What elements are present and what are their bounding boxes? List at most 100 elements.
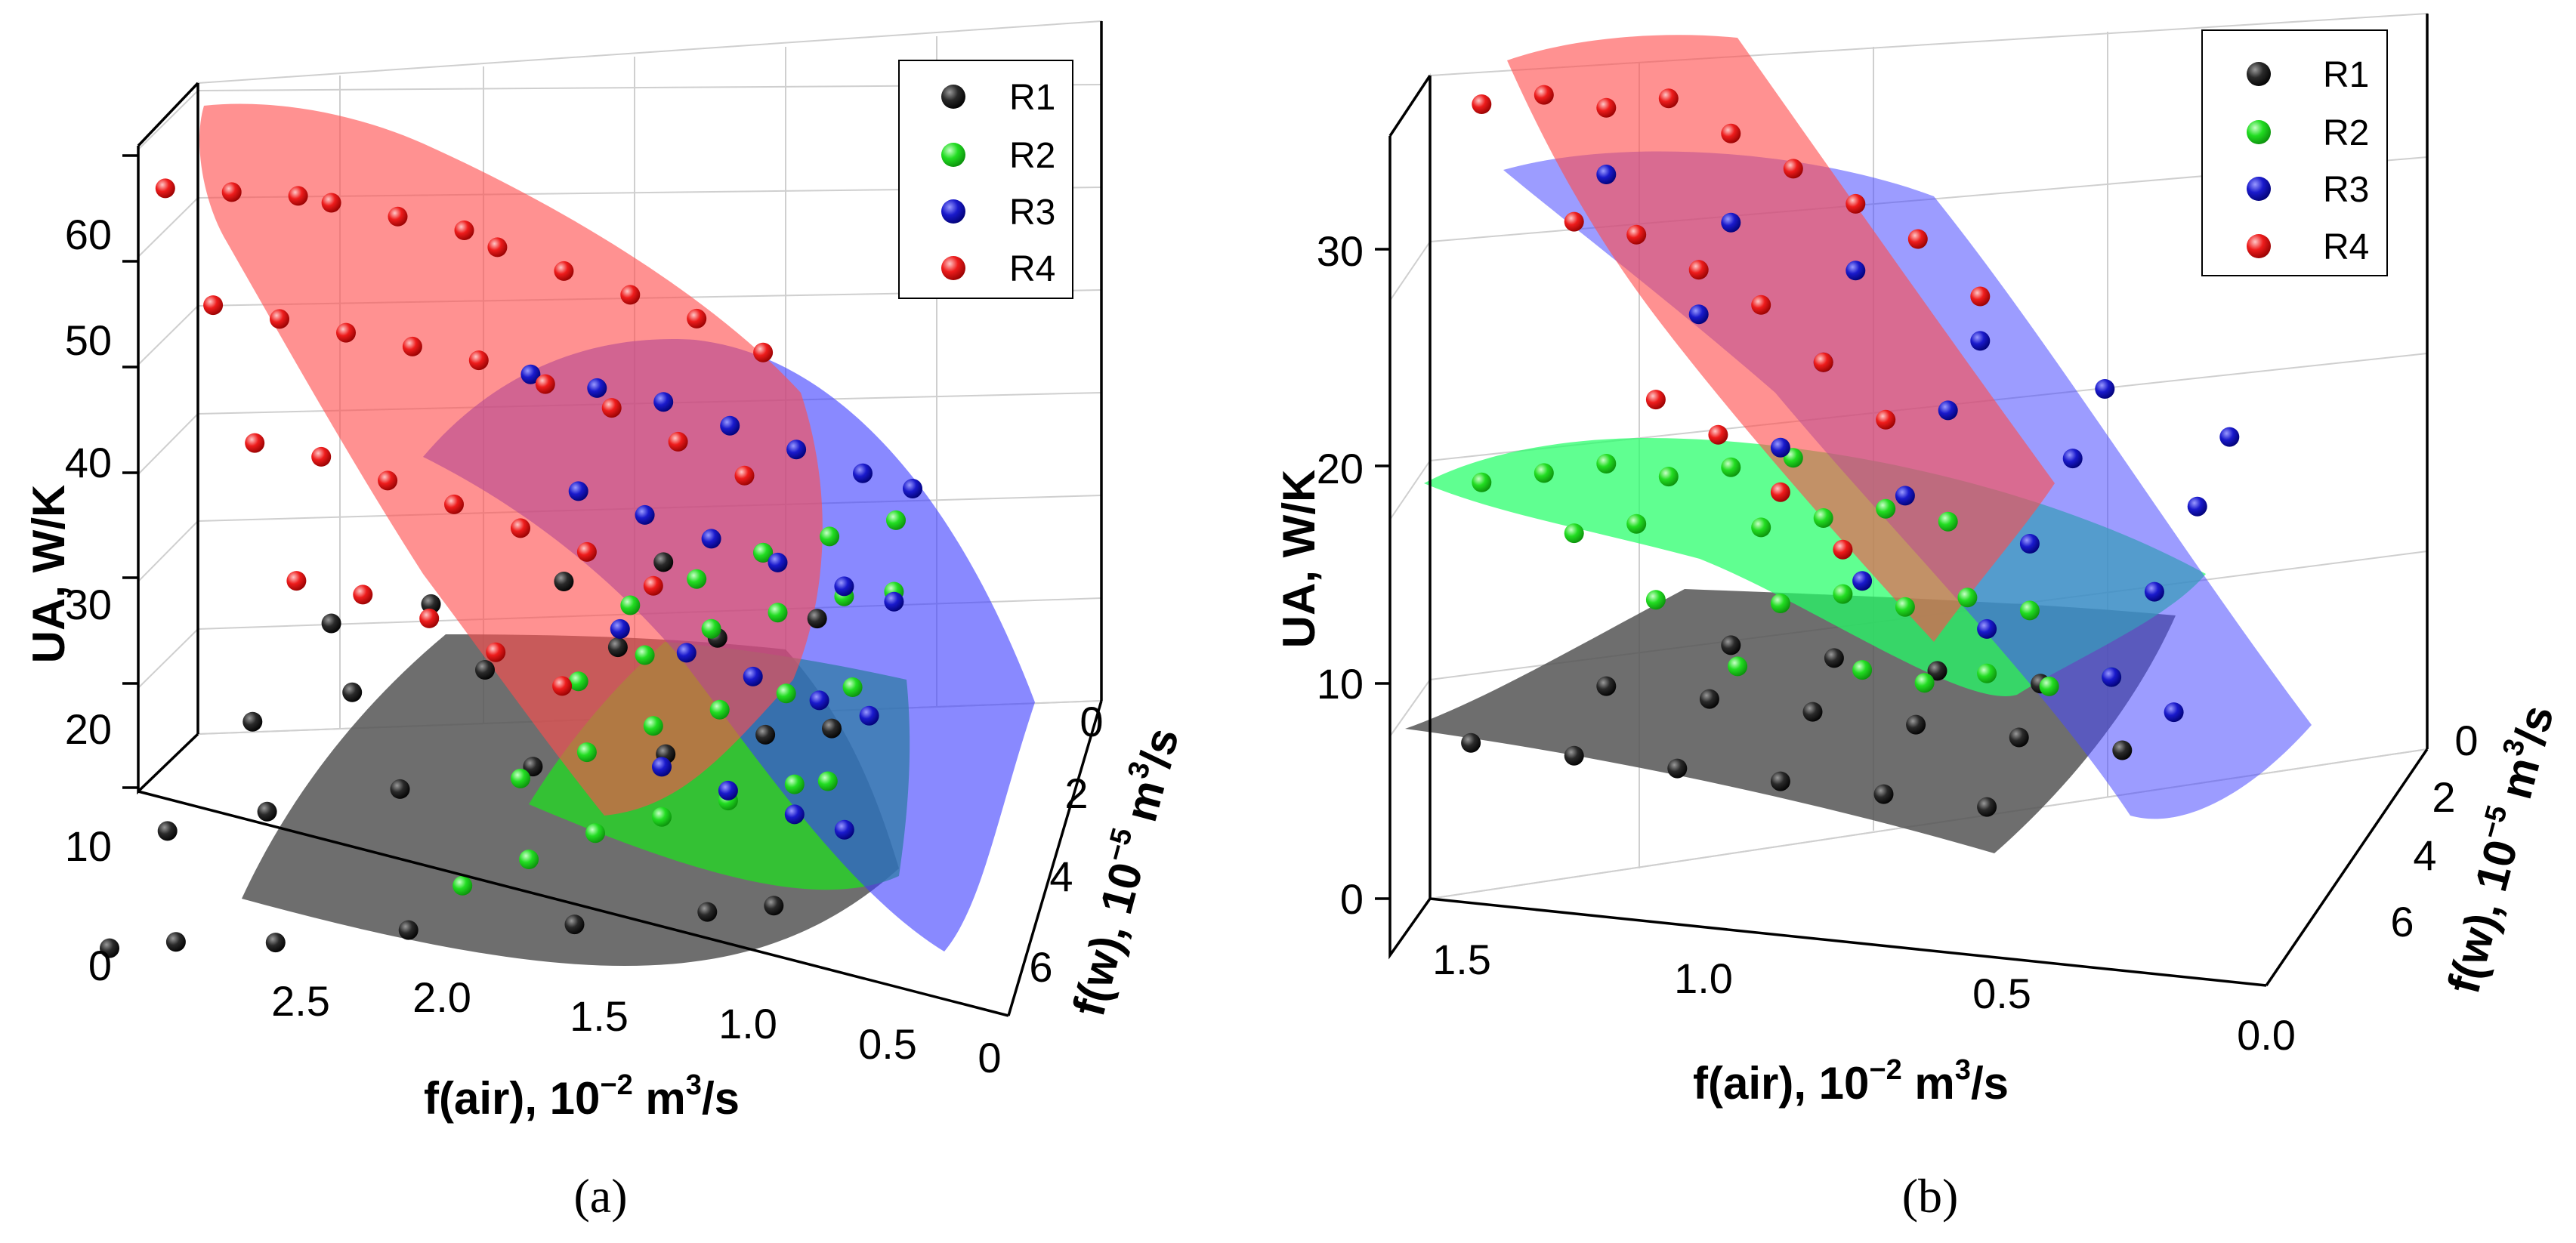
data-point-r4 [1534, 85, 1554, 105]
panel-b-x-ticks: 1.5 1.0 0.5 0.0 [1432, 936, 2296, 1059]
data-point-r2 [687, 569, 707, 589]
data-point-r4 [336, 322, 356, 343]
data-point-r4 [454, 221, 474, 240]
data-point-r2 [585, 823, 605, 844]
data-point-r3 [859, 705, 879, 726]
panel-b-z-tick: 0 [1340, 875, 1364, 923]
data-point-r2 [620, 595, 641, 615]
panel-a-z-tick: 30 [65, 581, 112, 628]
panel-a-x-tick: 2.0 [412, 973, 471, 1021]
data-point-r4 [288, 186, 308, 206]
data-point-r1 [607, 637, 628, 658]
data-point-r3 [1977, 618, 1997, 639]
panel-a-x-tick: 0.5 [858, 1020, 917, 1068]
data-point-r4 [687, 308, 707, 328]
data-point-r4 [155, 178, 175, 199]
data-point-r3 [1596, 165, 1617, 184]
data-point-r4 [1846, 193, 1866, 214]
legend-marker-r1 [941, 85, 965, 109]
surface-r4 [1507, 35, 2055, 642]
data-point-r3 [2187, 496, 2207, 517]
surface-r4 [199, 103, 823, 816]
legend-marker-r2 [941, 143, 965, 167]
data-point-r1 [697, 902, 718, 922]
data-point-r1 [2009, 727, 2029, 748]
data-point-r4 [1970, 286, 1991, 307]
panel-b-y-tick: 4 [2413, 831, 2436, 879]
data-point-r3 [2144, 581, 2164, 602]
panel-b-points [1461, 85, 2240, 817]
data-point-r2 [1977, 663, 1997, 683]
data-point-r3 [2164, 702, 2184, 723]
data-point-r4 [511, 518, 530, 538]
data-point-r2 [452, 875, 473, 896]
panel-a-points [100, 178, 922, 958]
data-point-r2 [1534, 463, 1554, 483]
data-point-r2 [1721, 457, 1741, 477]
panel-a-axes [137, 21, 1103, 1017]
panel-a-x-tick: 0 [978, 1034, 1001, 1081]
data-point-r4 [1596, 97, 1617, 118]
legend-marker-r3 [2247, 177, 2271, 201]
data-point-r1 [157, 821, 178, 841]
panel-a-z-label: UA, W/K [23, 485, 74, 664]
panel-a-z-tick: 20 [65, 705, 112, 753]
data-point-r2 [1914, 673, 1935, 693]
data-point-r1 [755, 724, 776, 745]
data-point-r4 [1688, 260, 1709, 280]
panel-b-surfaces [1405, 35, 2312, 853]
data-point-r3 [653, 392, 674, 412]
data-point-r4 [245, 433, 265, 453]
data-point-r3 [884, 591, 904, 612]
legend-label-r1: R1 [1009, 78, 1055, 118]
legend-label-r2: R2 [1009, 136, 1055, 176]
data-point-r1 [321, 613, 341, 634]
legend-label-r4: R4 [2323, 227, 2369, 267]
data-point-r4 [221, 182, 242, 202]
panel-a-x-label: f(air), 10−2 m3/s [424, 1069, 740, 1124]
legend-label-r2: R2 [2323, 113, 2369, 153]
data-point-r1 [1802, 702, 1823, 722]
data-point-r4 [753, 342, 774, 362]
data-point-r2 [1833, 584, 1853, 604]
data-point-r2 [1895, 597, 1915, 617]
data-point-r2 [1645, 590, 1666, 610]
data-point-r3 [903, 479, 922, 498]
data-point-r4 [734, 465, 755, 486]
data-point-r2 [576, 742, 597, 763]
legend-label-r3: R3 [2323, 170, 2369, 210]
data-point-r3 [768, 552, 788, 572]
data-point-r4 [1645, 390, 1666, 410]
data-point-r4 [419, 608, 440, 628]
panel-a-y-tick: 2 [1064, 770, 1088, 817]
data-point-r3 [834, 819, 854, 840]
panel-b-y-tick: 0 [2454, 717, 2478, 764]
panel-b: 0 10 20 30 1.5 1.0 0.5 0.0 0 2 4 6 UA, W… [1274, 12, 2563, 1223]
panel-a-x-tick: 1.0 [718, 1000, 777, 1047]
data-point-r2 [842, 677, 863, 697]
panel-a-y-tick: 0 [1080, 698, 1103, 745]
data-point-r1 [265, 933, 286, 953]
data-point-r4 [353, 584, 373, 605]
data-point-r2 [817, 771, 838, 791]
data-point-r4 [1708, 424, 1728, 445]
panel-a-caption: (a) [573, 1169, 627, 1223]
data-point-r2 [886, 510, 906, 530]
data-point-r2 [701, 618, 721, 639]
panel-b-y-tick: 6 [2390, 898, 2414, 945]
data-point-r1 [1667, 758, 1688, 779]
data-point-r2 [1472, 472, 1492, 492]
data-point-r4 [1658, 88, 1679, 109]
data-point-r4 [311, 446, 332, 467]
data-point-r4 [576, 541, 597, 562]
data-point-r2 [1626, 514, 1647, 534]
panel-b-y-ticks: 0 2 4 6 [2390, 717, 2478, 945]
data-point-r4 [1876, 409, 1896, 430]
data-point-r2 [635, 645, 655, 665]
data-point-r3 [568, 481, 588, 501]
data-point-r2 [2019, 600, 2040, 621]
data-point-r1 [1461, 733, 1481, 753]
data-point-r4 [554, 261, 574, 281]
data-point-r1 [807, 609, 827, 629]
